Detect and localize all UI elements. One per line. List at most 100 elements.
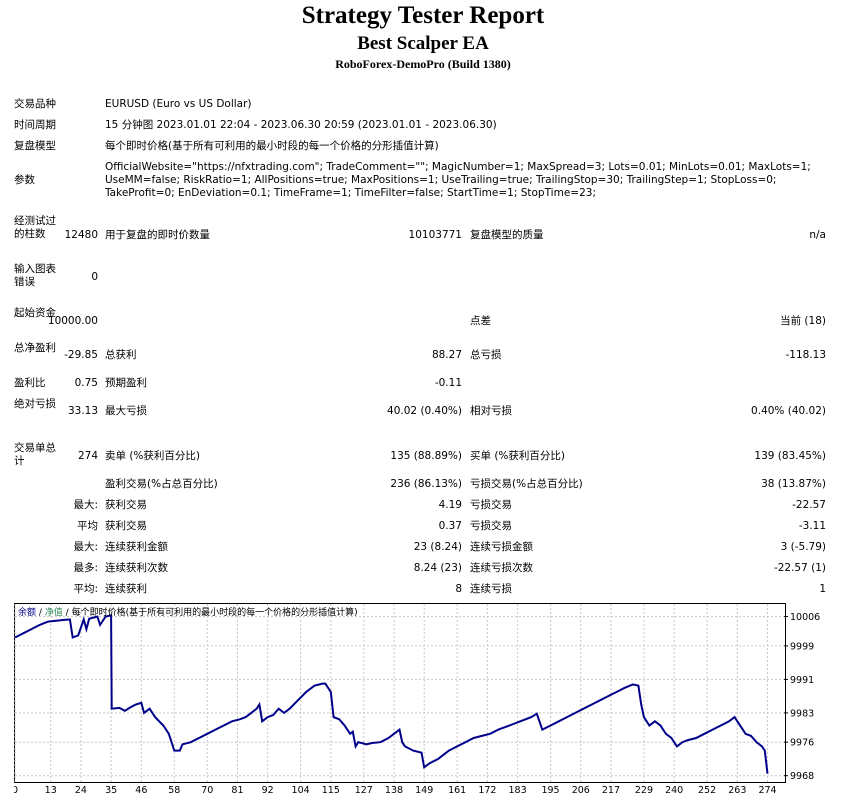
y-tick-label: 9983 bbox=[790, 708, 814, 719]
x-tick-label: 217 bbox=[602, 785, 620, 796]
quality-label: 复盘模型的质量 bbox=[470, 229, 544, 241]
x-tick-label: 206 bbox=[572, 785, 590, 796]
params-value: OfficialWebsite="https://nfxtrading.com"… bbox=[105, 161, 811, 199]
largest-loss-label: 亏损交易 bbox=[470, 499, 512, 511]
gross-profit-value: 88.27 bbox=[431, 349, 462, 361]
average-profit-label: 获利交易 bbox=[105, 520, 147, 532]
spread-label: 点差 bbox=[470, 315, 491, 327]
short-trades-label: 卖单 (%获利百分比) bbox=[105, 450, 201, 462]
max-drawdown-label: 最大亏损 bbox=[105, 405, 147, 417]
model-value: 每个即时价格(基于所有可利用的最小时段的每一个价格的分形插值计算) bbox=[105, 140, 439, 152]
gross-loss-value: -118.13 bbox=[785, 349, 826, 361]
long-trades-value: 139 (83.45%) bbox=[754, 450, 826, 462]
consec-losses-value: 3 (-5.79) bbox=[780, 541, 826, 553]
profit-factor-value: 0.75 bbox=[74, 377, 98, 389]
quality-value: n/a bbox=[809, 229, 826, 241]
bars-label: 经测试过的柱数 bbox=[14, 215, 56, 240]
symbol-label: 交易品种 bbox=[14, 98, 56, 110]
symbol-value: EURUSD (Euro vs US Dollar) bbox=[105, 98, 252, 110]
balance-chart-svg: 0 13 24 35 46 58 70 81 92 104 115 127 138 149 161 172 18… bbox=[14, 603, 820, 796]
consec-wins-label: 连续获利金额 bbox=[105, 541, 168, 553]
model-label: 复盘模型 bbox=[14, 140, 56, 152]
x-tick-label: 195 bbox=[541, 785, 559, 796]
bars-value: 12480 bbox=[64, 229, 98, 241]
y-tick-label: 9991 bbox=[790, 675, 814, 686]
expected-payoff-label: 预期盈利 bbox=[105, 377, 147, 389]
errors-value: 0 bbox=[91, 271, 98, 283]
x-tick-label: 274 bbox=[758, 785, 776, 796]
x-tick-label: 115 bbox=[322, 785, 340, 796]
total-trades-label: 交易单总计 bbox=[14, 442, 56, 467]
consec-loss-value: -22.57 (1) bbox=[773, 562, 826, 574]
balance-line bbox=[14, 614, 769, 774]
legend-balance: 余额 bbox=[18, 608, 37, 618]
consec-wins-value: 23 (8.24) bbox=[413, 541, 462, 553]
avg-wins-label: 连续获利 bbox=[105, 583, 147, 595]
x-tick-label: 35 bbox=[105, 785, 117, 796]
x-tick-label: 161 bbox=[448, 785, 466, 796]
x-tick-label: 127 bbox=[355, 785, 373, 796]
max-prefix: 最大: bbox=[73, 541, 98, 553]
avg-losses-label: 连续亏损 bbox=[470, 583, 512, 595]
x-tick-label: 252 bbox=[698, 785, 716, 796]
x-tick-label: 81 bbox=[231, 785, 243, 796]
period-value: 15 分钟图 2023.01.01 22:04 - 2023.06.30 20:… bbox=[105, 119, 497, 131]
x-tick-label: 58 bbox=[168, 785, 180, 796]
expected-payoff-value: -0.11 bbox=[434, 377, 462, 389]
largest-prefix: 最大: bbox=[73, 499, 98, 511]
x-tick-label: 263 bbox=[728, 785, 746, 796]
most-prefix: 最多: bbox=[73, 562, 98, 574]
profit-trades-value: 236 (86.13%) bbox=[390, 478, 462, 490]
params-label: 参数 bbox=[14, 174, 35, 186]
consec-profit-label: 连续获利次数 bbox=[105, 562, 168, 574]
largest-profit-value: 4.19 bbox=[438, 499, 462, 511]
x-tick-label: 13 bbox=[45, 785, 57, 796]
y-tick-label: 9976 bbox=[790, 738, 814, 749]
x-tick-label: 172 bbox=[478, 785, 496, 796]
average-prefix: 平均 bbox=[77, 520, 98, 532]
loss-trades-value: 38 (13.87%) bbox=[761, 478, 826, 490]
long-trades-label: 买单 (%获利百分比) bbox=[470, 450, 566, 462]
report-server: RoboForex-DemoPro (Build 1380) bbox=[335, 57, 511, 71]
average-profit-value: 0.37 bbox=[438, 520, 462, 532]
x-tick-label: 183 bbox=[509, 785, 527, 796]
x-tick-label: 46 bbox=[135, 785, 147, 796]
net-profit-label: 总净盈利 bbox=[14, 342, 56, 354]
errors-label: 输入图表错误 bbox=[14, 263, 56, 288]
average-loss-value: -3.11 bbox=[798, 520, 826, 532]
period-label: 时间周期 bbox=[14, 119, 56, 131]
x-tick-label: 70 bbox=[201, 785, 213, 796]
legend-sep2: / bbox=[62, 608, 72, 618]
net-profit-value: -29.85 bbox=[64, 349, 98, 361]
rel-drawdown-label: 相对亏损 bbox=[470, 405, 512, 417]
chart-frame bbox=[14, 603, 786, 783]
loss-trades-label: 亏损交易(%占总百分比) bbox=[470, 478, 583, 490]
gross-profit-label: 总获利 bbox=[105, 349, 137, 361]
chart-legend: 余额 / 净值 / 每个即时价格(基于所有可利用的最小时段的每一个价格的分形插值… bbox=[18, 605, 358, 618]
abs-drawdown-label: 绝对亏损 bbox=[14, 398, 56, 410]
deposit-label: 起始资金 bbox=[14, 307, 56, 319]
report-title: Strategy Tester Report bbox=[301, 2, 545, 29]
y-tick-label: 9968 bbox=[790, 771, 814, 782]
consec-losses-label: 连续亏损金额 bbox=[470, 541, 533, 553]
avg-losses-value: 1 bbox=[819, 583, 826, 595]
balance-chart: 0 13 24 35 46 58 70 81 92 104 115 127 138 149 161 172 18… bbox=[14, 603, 846, 803]
largest-profit-label: 获利交易 bbox=[105, 499, 147, 511]
largest-loss-value: -22.57 bbox=[792, 499, 826, 511]
profit-trades-label: 盈利交易(%占总百分比) bbox=[105, 478, 218, 490]
x-tick-label: 138 bbox=[385, 785, 403, 796]
gross-loss-label: 总亏损 bbox=[470, 349, 502, 361]
legend-model: 每个即时价格(基于所有可利用的最小时段的每一个价格的分形插值计算) bbox=[71, 608, 358, 618]
legend-sep1: / bbox=[36, 608, 45, 618]
deposit-value: 10000.00 bbox=[47, 315, 98, 327]
ticks-label: 用于复盘的即时价数量 bbox=[105, 229, 210, 241]
x-tick-label: 240 bbox=[665, 785, 683, 796]
y-tick-label: 10006 bbox=[790, 612, 820, 623]
short-trades-value: 135 (88.89%) bbox=[390, 450, 462, 462]
legend-equity: 净值 bbox=[44, 608, 63, 618]
report-subtitle: Best Scalper EA bbox=[357, 33, 489, 54]
x-tick-label: 24 bbox=[75, 785, 87, 796]
x-tick-label: 229 bbox=[635, 785, 653, 796]
x-tick-label: 0 bbox=[14, 785, 18, 796]
x-tick-label: 92 bbox=[262, 785, 274, 796]
